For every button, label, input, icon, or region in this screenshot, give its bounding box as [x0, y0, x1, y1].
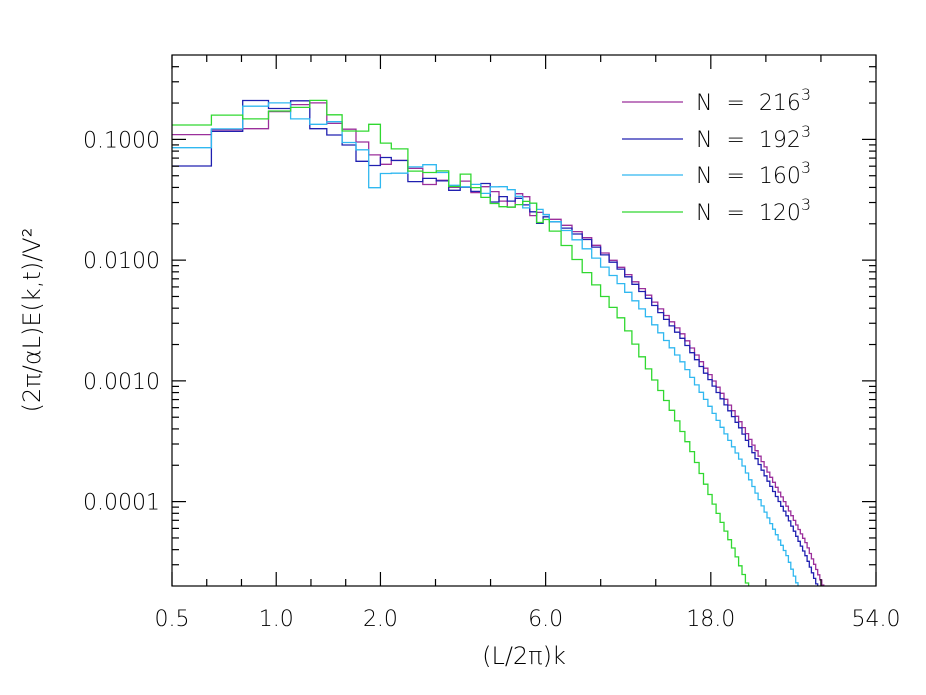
- legend-label: N = 1603: [696, 158, 811, 189]
- x-tick-label: 18.0: [686, 607, 735, 632]
- series-layer: [172, 99, 825, 586]
- y-tick-label: 0.0001: [83, 491, 160, 516]
- plot-frame: [171, 54, 877, 587]
- legend-label: N = 1923: [696, 122, 811, 153]
- x-tick-label: 0.5: [155, 607, 190, 632]
- y-tick-label: 0.0100: [83, 249, 160, 274]
- series-line: [172, 99, 750, 586]
- x-tick-label: 1.0: [259, 607, 294, 632]
- series-line: [172, 102, 799, 586]
- x-tick-label: 54.0: [852, 607, 901, 632]
- y-tick-label: 0.0010: [83, 370, 160, 395]
- legend-label: N = 2163: [696, 85, 811, 116]
- x-tick-label: 2.0: [363, 607, 398, 632]
- series-line: [172, 102, 825, 586]
- legend: N = 2163 N = 1923 N = 1603 N = 1203: [622, 85, 811, 226]
- x-tick-label: 6.0: [528, 607, 563, 632]
- y-axis-title: (2π/αL)E(k,t)/V²: [18, 228, 46, 413]
- y-tick-labels: 0.0001 0.0010 0.0100 0.1000: [83, 128, 160, 515]
- y-tick-label: 0.1000: [83, 128, 160, 153]
- x-axis-title: (L/2π)k: [482, 642, 566, 670]
- ticks-layer: [171, 55, 877, 586]
- legend-label: N = 1203: [696, 195, 811, 226]
- x-tick-labels: 0.5 1.0 2.0 6.0 18.0 54.0: [155, 607, 901, 632]
